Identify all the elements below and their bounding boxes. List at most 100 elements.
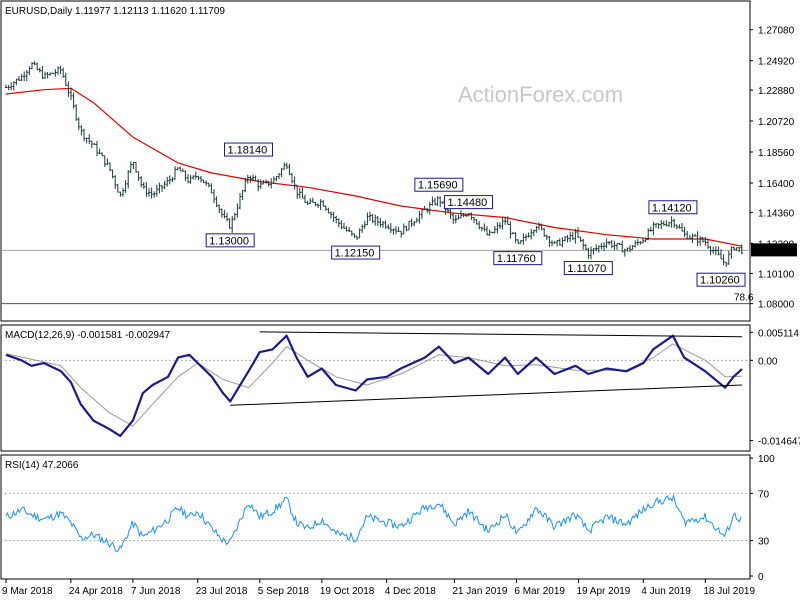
price-bar	[462, 213, 465, 218]
price-bar	[402, 223, 405, 235]
price-bar	[465, 213, 468, 217]
price-bar	[69, 87, 73, 101]
price-bar	[493, 225, 496, 234]
price-bar	[231, 216, 234, 233]
price-bar	[30, 61, 34, 70]
price-bar	[413, 220, 416, 227]
price-bar	[457, 214, 460, 220]
price-bar	[25, 70, 28, 81]
price-bar	[514, 231, 517, 244]
price-bar	[121, 188, 125, 197]
annotation-label: 1.14120	[652, 202, 692, 214]
price-bar	[181, 168, 184, 172]
price-bar	[244, 177, 247, 193]
annotation-box	[493, 251, 543, 266]
price-bar	[371, 214, 374, 224]
price-bar	[641, 237, 645, 244]
price-bar	[420, 208, 424, 220]
price-bar	[662, 220, 665, 226]
price-bar	[153, 191, 156, 198]
rsi-title: RSI(14) 47.2066	[5, 460, 79, 471]
price-bar	[283, 162, 286, 170]
moving-average-line	[5, 87, 743, 247]
price-bar	[719, 249, 723, 260]
price-bar	[345, 226, 348, 232]
price-tick-label: 1.18560	[758, 148, 795, 159]
price-bar	[85, 137, 88, 144]
annotation-box	[648, 200, 698, 215]
price-annotation: 1.13000	[205, 233, 255, 248]
price-tick-label: 1.16400	[758, 179, 795, 190]
price-bar	[652, 221, 655, 236]
price-bar	[218, 204, 221, 214]
price-bar	[249, 175, 252, 183]
price-bar	[335, 215, 338, 224]
fib-label: 78.6	[734, 293, 754, 304]
time-tick-label: 7 Jun 2018	[131, 586, 181, 597]
price-bar	[246, 174, 249, 184]
price-bar	[186, 174, 190, 184]
price-bar	[675, 224, 678, 230]
price-bar	[725, 261, 728, 267]
price-bar	[727, 250, 730, 265]
price-bar	[12, 81, 15, 91]
chart-symbol: EURUSD,Daily	[5, 6, 72, 17]
price-bar	[220, 208, 223, 218]
price-bar	[124, 180, 127, 193]
price-axis: 1.27080 1.24920 1.22880 1.20720 1.18560 1.164…	[750, 26, 797, 311]
price-bar	[631, 244, 634, 250]
price-bar	[418, 211, 421, 224]
price-bar	[215, 196, 218, 207]
annotation-label: 1.13000	[209, 235, 249, 247]
price-bar	[582, 238, 585, 250]
price-bar	[387, 224, 390, 230]
price-bar	[392, 228, 395, 235]
price-bar	[501, 216, 504, 230]
price-bar	[488, 229, 491, 236]
price-bar	[548, 235, 551, 248]
price-bar	[579, 236, 582, 243]
price-bar	[574, 228, 577, 244]
price-tick-label: 1.27080	[758, 26, 795, 37]
price-bar	[160, 185, 164, 192]
annotation-label: 1.11760	[497, 253, 536, 265]
price-bar	[397, 226, 400, 232]
price-bar	[43, 71, 47, 79]
price-bar	[95, 140, 99, 157]
price-bar	[348, 226, 351, 233]
price-bar	[472, 217, 476, 224]
price-bar	[49, 72, 52, 76]
price-bar	[543, 228, 546, 237]
annotation-label: 1.12150	[335, 248, 375, 260]
price-bar	[194, 171, 197, 180]
price-bar	[621, 240, 624, 253]
price-bar	[735, 247, 738, 251]
price-bar	[316, 203, 320, 208]
price-bar	[667, 221, 671, 227]
price-bar	[587, 247, 590, 259]
price-bar	[571, 231, 574, 241]
price-bar	[285, 162, 288, 170]
price-bar	[184, 170, 187, 182]
price-bar	[704, 236, 707, 246]
price-bar	[38, 67, 41, 73]
price-bar	[459, 210, 463, 219]
price-bar	[293, 176, 296, 190]
price-bar	[738, 247, 741, 253]
price-bar	[654, 223, 658, 228]
price-bar	[212, 189, 216, 204]
price-bar	[332, 211, 335, 223]
macd-title: MACD(12,26,9) -0.001581 -0.002947	[5, 330, 171, 341]
price-bar	[592, 248, 595, 255]
price-bar	[537, 222, 541, 230]
price-bar	[535, 225, 538, 233]
price-annotations: 1.18140 1.13000 1.12150 1.15690 1.14480 1.117…	[205, 142, 746, 287]
time-axis: 9 Mar 2018 24 Apr 2018 7 Jun 2018 23 Jul 20…	[2, 579, 755, 597]
price-bar	[665, 220, 668, 227]
price-bar	[410, 218, 413, 227]
price-tick-label: 1.14360	[758, 208, 795, 219]
price-annotation: 1.15690	[414, 177, 464, 192]
price-bar	[623, 248, 626, 257]
price-bar	[137, 171, 140, 181]
macd-line	[5, 334, 743, 437]
